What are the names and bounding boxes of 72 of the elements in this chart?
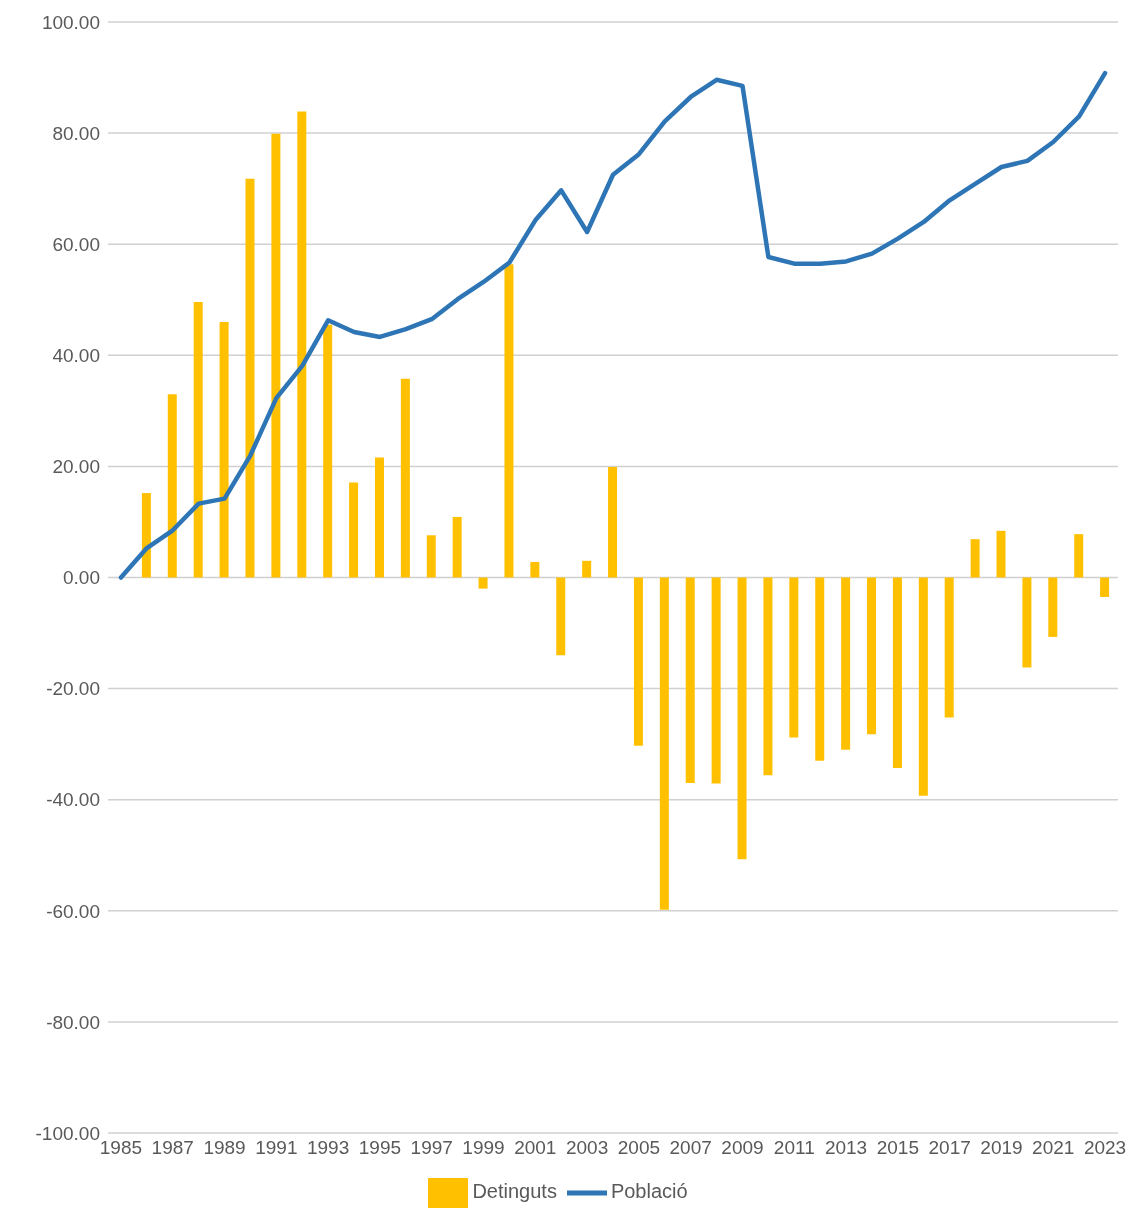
bar xyxy=(141,493,151,578)
bar xyxy=(271,133,281,578)
y-tick-label: 80.00 xyxy=(52,122,100,144)
x-tick-label: 2005 xyxy=(617,1137,661,1159)
bar xyxy=(245,178,255,578)
bar xyxy=(608,466,618,578)
bar xyxy=(737,577,747,860)
y-tick-label: -60.00 xyxy=(46,900,100,922)
bar xyxy=(996,530,1006,578)
bar xyxy=(763,577,773,776)
bar xyxy=(892,577,902,769)
bar xyxy=(556,577,566,656)
bar xyxy=(815,577,825,761)
bar xyxy=(530,561,540,578)
x-tick-label: 2001 xyxy=(514,1137,557,1159)
y-tick-label: 60.00 xyxy=(52,233,100,255)
x-tick-label: 2019 xyxy=(980,1137,1023,1159)
x-tick-label: 2003 xyxy=(565,1137,609,1159)
x-tick-label: 1997 xyxy=(410,1137,453,1159)
x-tick-label: 1999 xyxy=(462,1137,505,1159)
x-tick-label: 1991 xyxy=(255,1137,298,1159)
bar xyxy=(323,324,333,578)
bar xyxy=(1048,577,1058,637)
bar xyxy=(970,539,980,578)
bar xyxy=(400,378,410,578)
y-tick-label: -20.00 xyxy=(46,678,100,700)
x-tick-label: 2011 xyxy=(773,1137,815,1159)
y-tick-label: 40.00 xyxy=(52,345,100,367)
bar xyxy=(426,535,436,578)
x-tick-label: 2015 xyxy=(876,1137,920,1159)
bar xyxy=(867,577,877,735)
bar xyxy=(1100,577,1110,597)
y-tick-label: 0.00 xyxy=(63,567,100,589)
bar xyxy=(659,577,669,910)
bar xyxy=(504,264,514,578)
bar xyxy=(685,577,695,784)
bar xyxy=(478,577,488,589)
y-tick-label: -40.00 xyxy=(46,789,100,811)
bar xyxy=(944,577,954,718)
bar xyxy=(219,321,229,578)
x-tick-label: 2009 xyxy=(721,1137,764,1159)
x-tick-label: 2007 xyxy=(669,1137,712,1159)
legend-label: Detinguts xyxy=(472,1180,557,1203)
bar xyxy=(789,577,799,738)
bar xyxy=(841,577,851,750)
x-tick-label: 2017 xyxy=(928,1137,971,1159)
x-tick-label: 2023 xyxy=(1083,1137,1127,1159)
bar xyxy=(711,577,721,784)
line-series xyxy=(118,70,1108,580)
legend-label: Població xyxy=(610,1180,688,1203)
bar xyxy=(582,560,592,578)
x-tick-label: 1985 xyxy=(99,1137,143,1159)
y-tick-label: -80.00 xyxy=(46,1011,100,1033)
x-tick-label: 1989 xyxy=(203,1137,246,1159)
bar xyxy=(167,394,177,578)
y-tick-label: 20.00 xyxy=(52,456,100,478)
x-tick-label: 1995 xyxy=(358,1137,402,1159)
x-tick-label: 2021 xyxy=(1032,1137,1075,1159)
x-tick-label: 2013 xyxy=(824,1137,868,1159)
bar xyxy=(452,516,462,578)
x-tick-label: 1993 xyxy=(306,1137,350,1159)
x-tick-label: 1987 xyxy=(151,1137,194,1159)
y-tick-label: -100.00 xyxy=(35,1122,100,1144)
bar xyxy=(349,482,359,578)
bar xyxy=(297,111,307,578)
bar xyxy=(193,301,203,578)
bar xyxy=(633,577,643,746)
bar xyxy=(1074,534,1084,578)
bar xyxy=(1022,577,1032,668)
bar xyxy=(918,577,928,796)
y-tick-label: 100.00 xyxy=(41,11,100,33)
bar xyxy=(374,457,384,578)
